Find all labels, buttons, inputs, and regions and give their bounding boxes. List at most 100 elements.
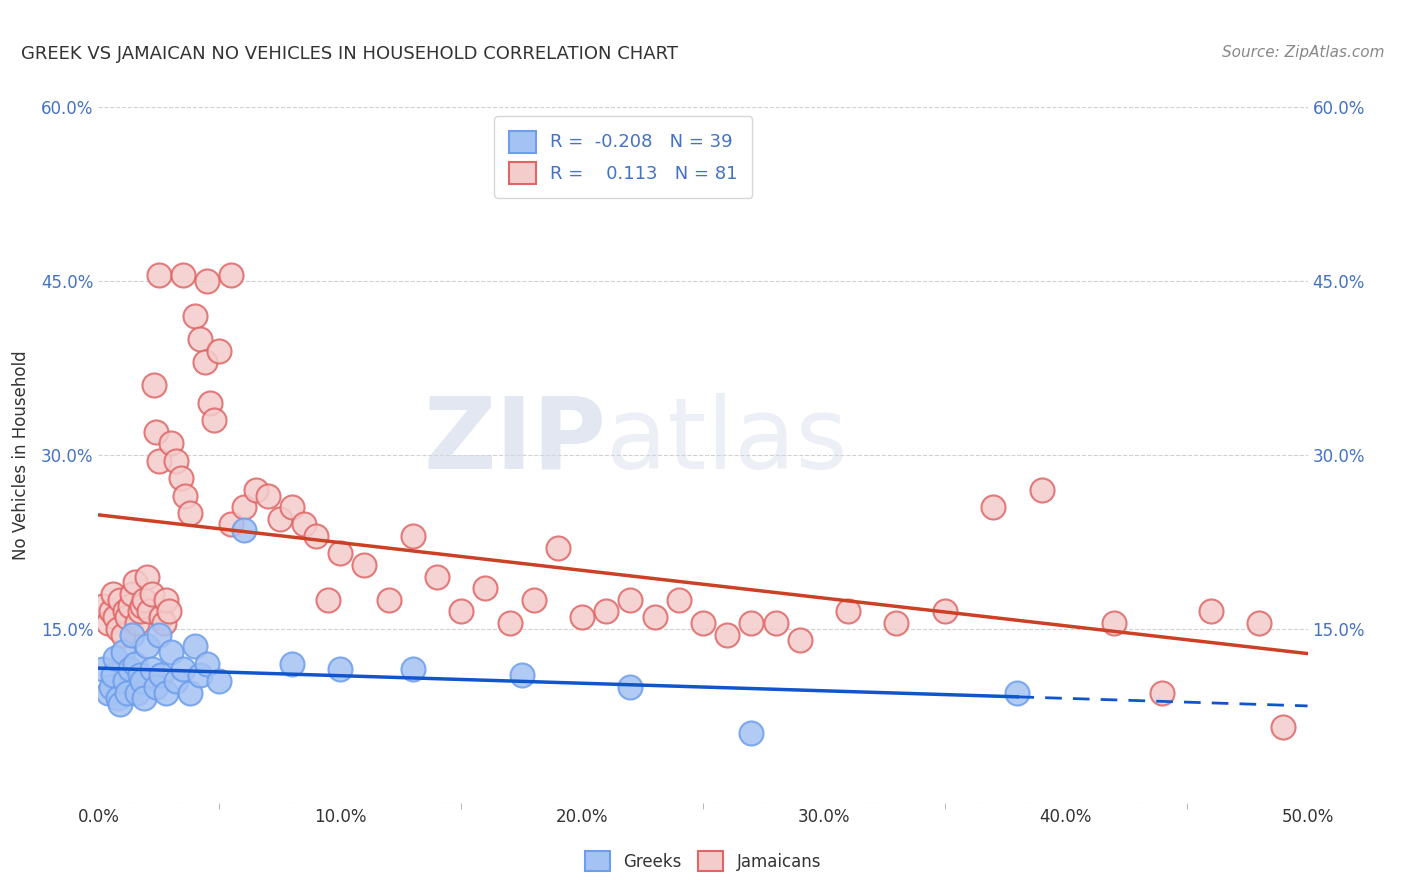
Point (765, 615, 787, 630)
Point (292, 517, 315, 532)
Point (160, 436, 183, 450)
Point (128, 668, 150, 682)
Point (121, 587, 143, 601)
Point (353, 558, 375, 573)
Point (789, 633, 811, 648)
Point (716, 628, 738, 642)
Point (91, 662, 114, 677)
Point (114, 674, 136, 689)
Point (426, 570, 449, 584)
Point (523, 592, 546, 607)
Point (644, 610, 666, 624)
Point (668, 592, 690, 607)
Point (100, 680, 122, 694)
Point (155, 592, 177, 607)
Point (143, 378, 166, 392)
Point (281, 657, 304, 671)
Point (117, 610, 139, 624)
Point (195, 274, 218, 288)
Point (100, 605, 122, 619)
Point (474, 582, 496, 596)
Point (148, 453, 170, 467)
Point (127, 615, 149, 630)
Point (329, 662, 352, 677)
Point (101, 587, 124, 601)
Point (221, 517, 243, 532)
Point (232, 523, 254, 537)
Point (619, 592, 641, 607)
Point (150, 610, 173, 624)
Point (157, 605, 180, 619)
Point (232, 500, 254, 514)
Point (108, 592, 131, 607)
Point (402, 529, 425, 543)
Point (135, 639, 157, 653)
Point (91, 599, 114, 613)
Point (148, 268, 170, 282)
Point (121, 628, 143, 642)
Point (281, 500, 304, 514)
Point (1199, 605, 1222, 619)
Legend: Greeks, Jamaicans: Greeks, Jamaicans (578, 845, 828, 878)
Point (934, 605, 956, 619)
Text: GREEK VS JAMAICAN NO VEHICLES IN HOUSEHOLD CORRELATION CHART: GREEK VS JAMAICAN NO VEHICLES IN HOUSEHO… (21, 45, 678, 62)
Point (160, 645, 183, 659)
Point (1102, 615, 1125, 630)
Point (208, 674, 231, 689)
Point (179, 685, 201, 699)
Point (172, 662, 194, 677)
Point (740, 615, 762, 630)
Point (619, 680, 641, 694)
Point (188, 668, 211, 682)
Point (97, 615, 120, 630)
Point (148, 628, 170, 642)
Point (127, 685, 149, 699)
Point (377, 592, 399, 607)
Point (740, 726, 762, 740)
Point (198, 396, 221, 410)
Point (1007, 685, 1029, 699)
Point (97, 685, 120, 699)
Point (174, 489, 197, 503)
Point (131, 674, 153, 689)
Point (269, 511, 291, 525)
Point (547, 541, 569, 555)
Point (256, 489, 278, 503)
Point (571, 610, 593, 624)
Point (329, 546, 352, 561)
Point (145, 425, 167, 439)
Point (1249, 615, 1271, 630)
Point (1152, 685, 1174, 699)
Point (107, 622, 129, 636)
Point (1031, 483, 1053, 497)
Point (118, 662, 141, 677)
Point (104, 610, 127, 624)
Point (124, 657, 146, 671)
Point (305, 529, 328, 543)
Point (402, 662, 425, 677)
Point (145, 680, 167, 694)
Point (107, 691, 129, 706)
Point (194, 355, 217, 369)
Point (188, 332, 211, 346)
Point (692, 615, 714, 630)
Text: atlas: atlas (606, 392, 848, 490)
Text: Source: ZipAtlas.com: Source: ZipAtlas.com (1222, 45, 1385, 60)
Point (837, 605, 859, 619)
Point (155, 685, 177, 699)
Point (208, 343, 231, 358)
Point (134, 691, 156, 706)
Point (595, 605, 617, 619)
Point (131, 599, 153, 613)
Point (135, 570, 157, 584)
Point (195, 657, 218, 671)
Point (172, 268, 194, 282)
Point (152, 615, 174, 630)
Point (169, 471, 191, 485)
Point (150, 668, 173, 682)
Point (204, 413, 226, 427)
Point (450, 605, 472, 619)
Point (179, 506, 201, 520)
Point (101, 668, 124, 682)
Point (886, 615, 908, 630)
